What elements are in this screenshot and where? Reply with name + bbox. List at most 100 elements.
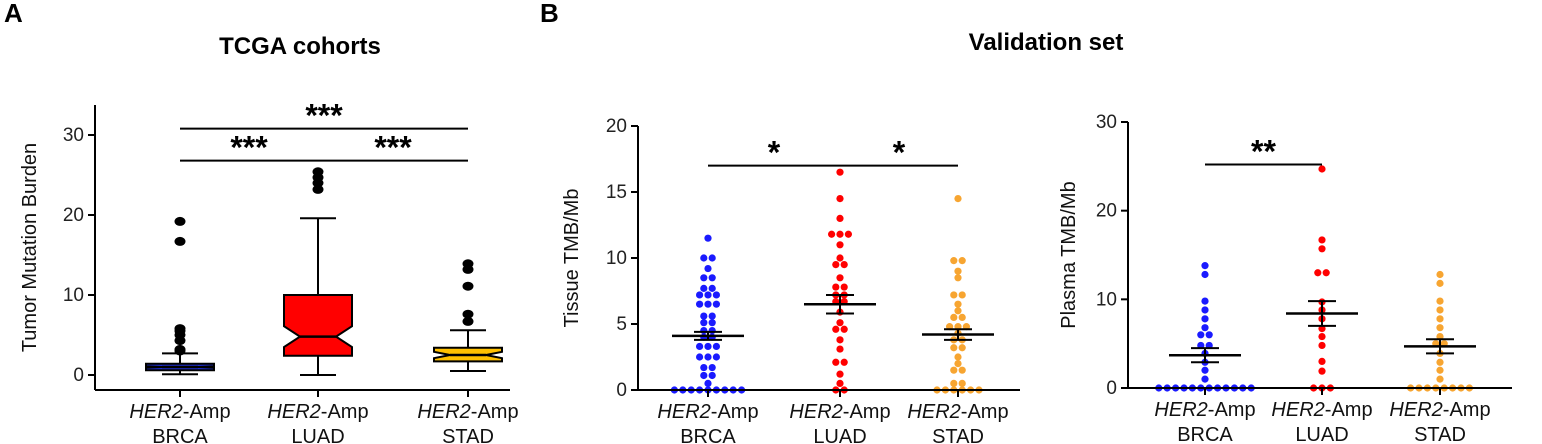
tcga-significance-label: *** (305, 98, 343, 134)
data-point (1318, 357, 1326, 365)
data-point (954, 267, 962, 275)
tissue-tmb-scatter: 0 5 10 15 20 Tissue TMB/Mb HER2-Amp BRCA HER2-Am… (561, 116, 1020, 444)
data-point (958, 366, 966, 374)
tissue-y-tick-label: 20 (606, 116, 627, 137)
data-point (700, 327, 708, 335)
data-point (836, 319, 844, 327)
tcga-x-tick-label-gene: HER2-Amp (417, 401, 518, 423)
outlier-point (174, 216, 186, 226)
data-point (950, 366, 958, 374)
data-point (832, 358, 840, 366)
data-point (708, 327, 716, 335)
data-point (1201, 375, 1209, 383)
tissue-significance-label: * (768, 135, 781, 171)
data-point (954, 300, 962, 308)
tcga-x-tick-label-gene: HER2-Amp (267, 401, 368, 423)
data-point (1197, 331, 1205, 339)
tcga-significance-label: *** (374, 130, 412, 166)
data-point (1201, 270, 1209, 279)
data-point (1201, 366, 1209, 374)
data-point (1201, 262, 1209, 270)
tissue-y-tick-label: 10 (606, 248, 627, 269)
data-point (1436, 375, 1444, 383)
tissue-x-tick-label-gene: HER2-Amp (907, 401, 1008, 423)
data-point (696, 291, 704, 299)
data-point (1318, 165, 1326, 173)
tcga-x-tick-label-cohort: LUAD (291, 426, 344, 444)
data-point (1436, 279, 1444, 287)
data-point (712, 353, 721, 361)
data-point (1436, 366, 1444, 374)
data-point (1314, 269, 1322, 277)
data-point (700, 363, 708, 372)
outlier-point (462, 259, 474, 269)
outlier-point (312, 184, 324, 194)
outlier-point (174, 344, 186, 354)
data-point (1318, 236, 1326, 244)
data-point (836, 254, 844, 262)
data-point (836, 230, 844, 238)
data-point (954, 307, 962, 315)
tcga-significance-label: *** (230, 130, 268, 166)
data-point (954, 353, 962, 361)
data-point (1318, 341, 1326, 350)
data-point (954, 195, 962, 203)
data-point (836, 241, 844, 249)
data-point (836, 336, 844, 344)
data-point (1318, 245, 1326, 253)
tissue-y-tick-label: 0 (616, 380, 627, 401)
plasma-y-tick-label: 10 (1096, 289, 1117, 310)
plasma-x-tick-label-gene: HER2-Amp (1154, 399, 1255, 421)
data-point (1201, 315, 1209, 323)
data-point (704, 300, 712, 308)
panel-b-letter: B (540, 0, 559, 28)
data-point (840, 325, 848, 333)
data-point (1201, 306, 1209, 314)
outlier-point (174, 324, 186, 334)
data-point (1436, 306, 1444, 314)
data-point (704, 342, 712, 351)
tissue-x-tick-label-cohort: BRCA (680, 426, 736, 444)
data-point (700, 284, 708, 292)
tissue-y-tick-label: 15 (606, 182, 627, 203)
tcga-y-tick-label: 0 (73, 365, 84, 386)
panel-b-title: Validation set (969, 29, 1124, 56)
plasma-y-tick-label: 0 (1106, 378, 1117, 399)
plasma-significance-label: ** (1251, 134, 1276, 170)
tcga-x-tick-label-gene: HER2-Amp (129, 401, 230, 423)
tissue-x-tick-label-cohort: STAD (932, 426, 984, 444)
data-point (1436, 324, 1444, 332)
data-point (836, 195, 844, 203)
tcga-y-tick-label: 30 (63, 125, 84, 146)
outlier-point (174, 236, 186, 246)
tissue-significance-label: * (893, 135, 906, 171)
data-point (1201, 297, 1209, 305)
data-point (958, 257, 966, 265)
data-point (958, 344, 966, 352)
data-point (954, 360, 962, 368)
tcga-y-tick-label: 10 (63, 285, 84, 306)
plasma-tmb-scatter: 0 10 20 30 Plasma TMB/Mb HER2-Amp BRCA HER2-Amp… (1058, 112, 1512, 444)
data-point (954, 274, 962, 282)
data-point (840, 283, 848, 291)
outlier-point (462, 309, 474, 319)
data-point (832, 283, 840, 291)
data-point (1436, 297, 1444, 305)
tissue-x-tick-label-gene: HER2-Amp (789, 401, 890, 423)
data-point (836, 345, 844, 353)
outlier-point (462, 316, 474, 326)
plasma-x-tick-label-cohort: LUAD (1295, 424, 1348, 444)
data-point (950, 344, 958, 352)
data-point (1436, 358, 1444, 366)
data-point (828, 230, 836, 238)
data-point (836, 370, 844, 378)
plasma-x-tick-label-cohort: BRCA (1177, 424, 1233, 444)
data-point (712, 300, 721, 308)
data-point (1318, 332, 1326, 341)
data-point (700, 312, 708, 320)
box-luad (283, 294, 353, 357)
data-point (704, 291, 712, 299)
panel-a-letter: A (4, 0, 23, 28)
plasma-x-tick-label-gene: HER2-Amp (1389, 399, 1490, 421)
